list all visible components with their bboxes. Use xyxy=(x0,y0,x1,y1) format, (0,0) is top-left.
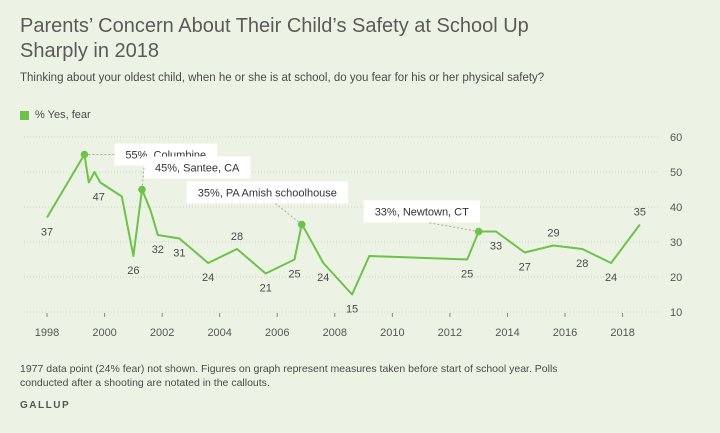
data-label: 25 xyxy=(288,269,300,281)
x-tick-label: 2014 xyxy=(495,327,519,339)
legend: % Yes, fear xyxy=(20,109,91,121)
callout-box xyxy=(363,200,480,223)
chart-note: 1977 data point (24% fear) not shown. Fi… xyxy=(20,363,558,389)
data-label: 15 xyxy=(346,304,358,316)
callout-label: 33%, Newtown, CT xyxy=(375,207,469,219)
data-label: 24 xyxy=(605,272,617,284)
callout-label: 35%, PA Amish schoolhouse xyxy=(198,188,337,200)
chart-subtitle: Thinking about your oldest child, when h… xyxy=(20,72,545,84)
data-label: 21 xyxy=(260,283,272,295)
chart-title: Parents’ Concern About Their Child’s Saf… xyxy=(20,15,529,62)
y-tick-label: 50 xyxy=(670,167,682,179)
legend-label: % Yes, fear xyxy=(35,109,91,121)
y-tick-label: 10 xyxy=(670,307,682,319)
y-tick-label: 30 xyxy=(670,237,682,249)
callout-leader xyxy=(427,222,479,232)
callout-box xyxy=(143,156,251,179)
data-label: 26 xyxy=(127,265,139,277)
series-line xyxy=(46,153,641,296)
data-label: 47 xyxy=(93,192,105,204)
x-tick-label: 2006 xyxy=(265,327,289,339)
data-label: 31 xyxy=(173,248,185,260)
callout-marker xyxy=(474,227,483,236)
data-label: 24 xyxy=(202,272,214,284)
x-tick-label: 2018 xyxy=(610,327,634,339)
data-label: 33 xyxy=(490,241,502,253)
callout-marker xyxy=(138,185,146,194)
source-label: GALLUP xyxy=(20,400,71,411)
data-label: 28 xyxy=(231,231,243,243)
callout-box xyxy=(186,181,348,204)
data-label: 32 xyxy=(152,244,164,256)
data-label: 28 xyxy=(576,258,588,270)
x-tick-label: 2002 xyxy=(150,327,174,339)
x-tick-label: 2004 xyxy=(207,327,231,339)
callout-label: 45%, Santee, CA xyxy=(155,163,240,175)
data-label: 37 xyxy=(41,227,53,239)
data-label: 24 xyxy=(317,272,329,284)
legend-swatch xyxy=(20,110,29,120)
data-label: 29 xyxy=(547,228,559,240)
callout-marker xyxy=(297,220,306,229)
x-tick-label: 2016 xyxy=(553,327,577,339)
data-label: 27 xyxy=(519,262,531,274)
y-tick-label: 20 xyxy=(670,272,682,284)
x-tick-label: 2010 xyxy=(380,327,404,339)
x-tick-label: 2008 xyxy=(323,327,347,339)
x-tick-label: 2000 xyxy=(92,327,116,339)
data-label: 35 xyxy=(634,207,646,219)
y-tick-label: 60 xyxy=(670,132,682,144)
callout-leader xyxy=(275,203,303,225)
callout-marker xyxy=(80,150,89,159)
y-tick-label: 40 xyxy=(670,202,682,214)
data-label: 25 xyxy=(461,269,473,281)
x-tick-label: 2012 xyxy=(438,327,462,339)
x-tick-label: 1998 xyxy=(35,327,59,339)
